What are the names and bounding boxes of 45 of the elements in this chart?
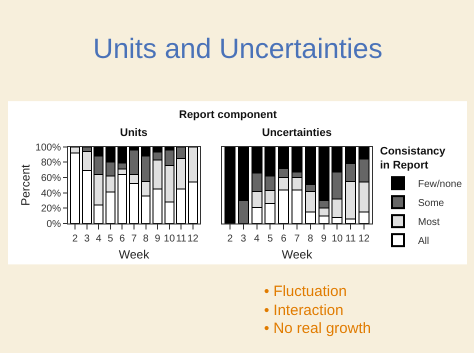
- y-axis-title: Percent: [18, 164, 33, 206]
- x-tick-label: 12: [358, 234, 370, 245]
- y-tick-label: 40%: [40, 188, 62, 200]
- bar: [224, 146, 236, 224]
- y-tick-label: 0%: [46, 219, 62, 230]
- x-tick-label: 9: [321, 234, 328, 245]
- x-axis-title: Week: [118, 248, 150, 262]
- x-tick-label: 10: [164, 234, 176, 245]
- chart-title: Units: [120, 127, 148, 139]
- x-tick-label: 2: [227, 234, 234, 245]
- x-tick-label: 6: [119, 234, 126, 245]
- x-tick-label: 11: [345, 234, 356, 245]
- x-tick-label: 7: [131, 234, 138, 245]
- x-tick-label: 7: [294, 234, 300, 245]
- x-tick-label: 5: [108, 234, 114, 245]
- x-tick-label: 10: [332, 234, 344, 245]
- chart-title: Uncertainties: [262, 127, 332, 139]
- x-tick-label: 6: [280, 234, 287, 245]
- x-tick-label: 11: [176, 234, 187, 245]
- x-tick-label: 4: [254, 234, 260, 245]
- y-tick-label: 60%: [40, 173, 62, 184]
- text: • Interaction: [264, 302, 344, 319]
- legend-label: Some: [418, 198, 445, 210]
- x-tick-label: 9: [154, 234, 161, 245]
- x-tick-label: 4: [96, 234, 102, 245]
- x-tick-label: 2: [72, 234, 78, 245]
- x-tick-label: 8: [143, 234, 150, 245]
- x-tick-label: 5: [267, 234, 274, 245]
- text: • No real growth: [264, 320, 371, 337]
- x-tick-label: 3: [84, 234, 90, 245]
- bar: [117, 174, 128, 224]
- legend-title: Consistancy in Report: [380, 145, 446, 172]
- text: Units and Uncertainties: [93, 33, 382, 64]
- x-axis-title: Week: [282, 248, 314, 262]
- y-tick-label: 20%: [40, 204, 62, 215]
- text: Report component: [179, 109, 278, 121]
- text: • Fluctuation: [264, 283, 347, 300]
- x-tick-label: 3: [240, 234, 247, 245]
- x-tick-label: 8: [308, 234, 314, 245]
- legend-label: Most: [418, 217, 440, 228]
- y-tick-label: 80%: [40, 158, 62, 169]
- legend-label: Few/none: [418, 179, 462, 190]
- y-tick-label: 100%: [35, 142, 62, 154]
- x-tick-label: 12: [187, 234, 199, 245]
- legend-label: All: [418, 236, 430, 248]
